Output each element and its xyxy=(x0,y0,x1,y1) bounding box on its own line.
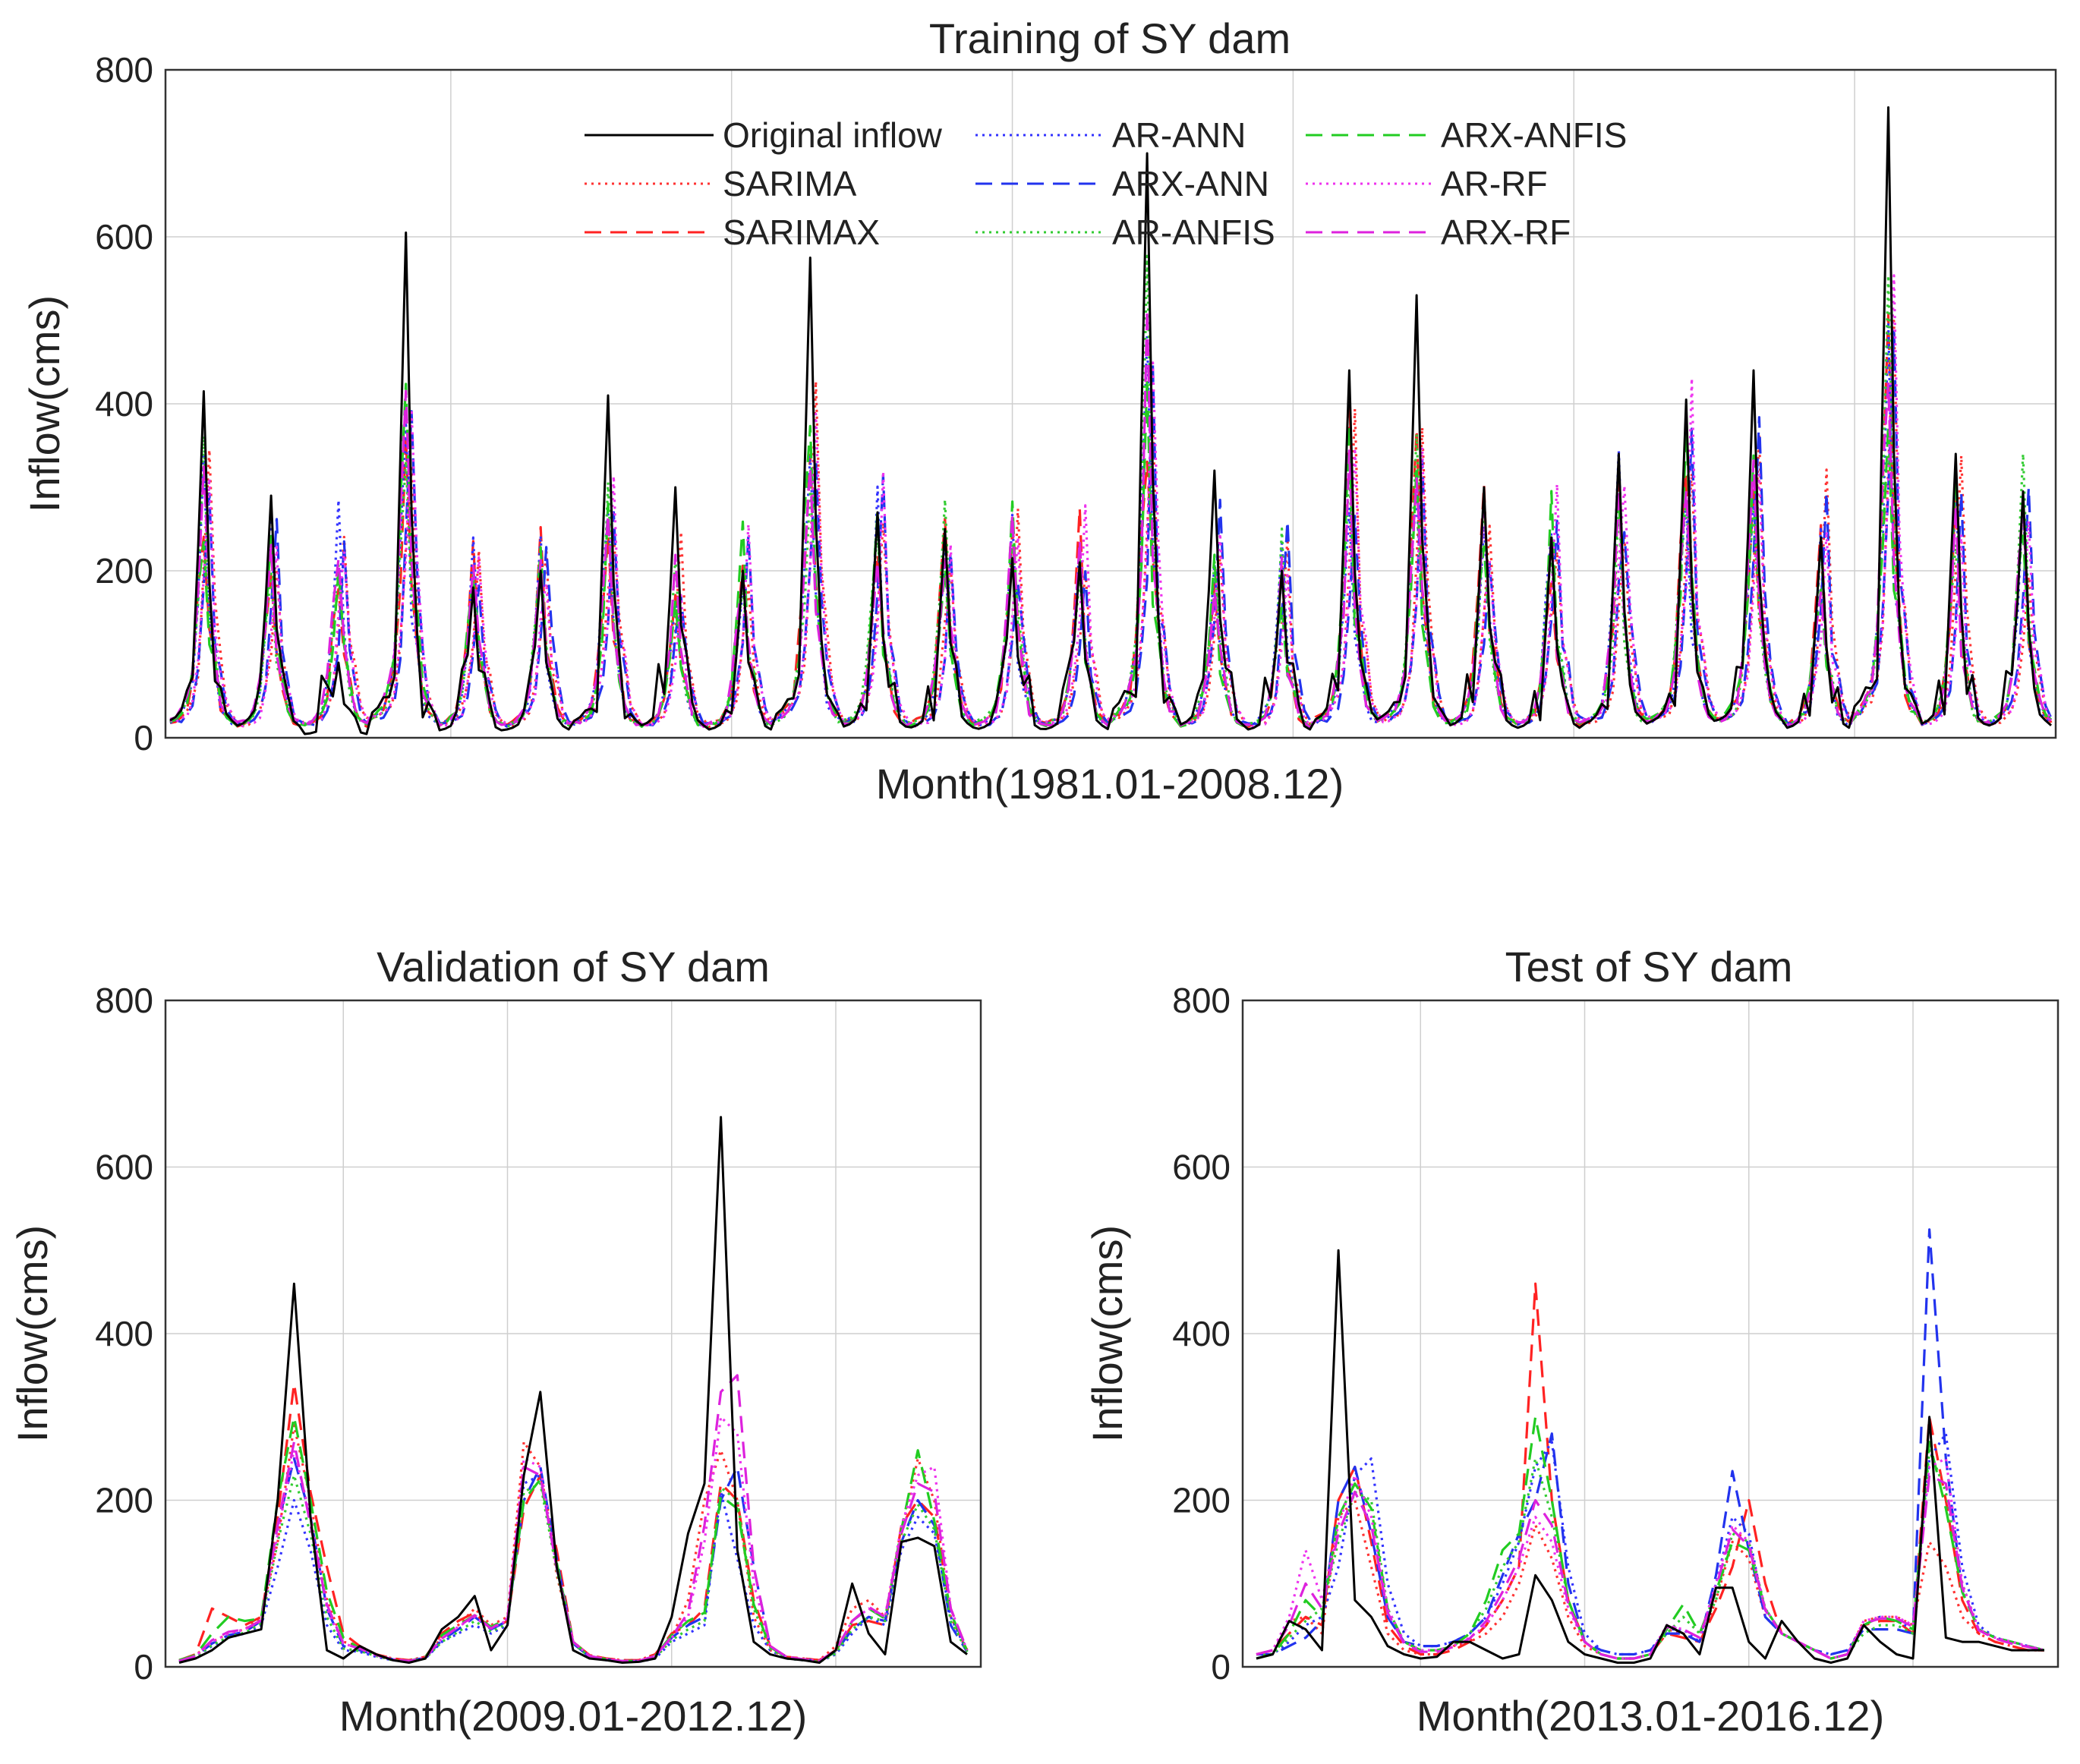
legend-entry-ar-anfis: AR-ANFIS xyxy=(975,213,1275,252)
legend-entry-sarimax: SARIMAX xyxy=(585,213,880,252)
y-tick-label: 800 xyxy=(95,50,153,90)
series-line-original-inflow xyxy=(1256,1249,2044,1664)
legend-entry-ar-ann: AR-ANN xyxy=(975,115,1246,155)
series-line-ar-anfis xyxy=(1256,1449,2045,1660)
series-line-arx-rf xyxy=(178,1374,969,1662)
validation-chart: Validation of SY dam 0 200 400 600 800 Month… xyxy=(8,943,982,1740)
legend-entry-arx-rf: ARX-RF xyxy=(1306,213,1571,252)
legend-label: AR-ANFIS xyxy=(1112,213,1275,252)
gridlines xyxy=(1243,1000,2058,1668)
plot-frame xyxy=(1241,999,2060,1668)
y-tick-label: 600 xyxy=(95,217,153,257)
y-tick-label: 800 xyxy=(1172,981,1231,1020)
y-axis-label: Inflow(cms) xyxy=(8,1225,56,1442)
legend-label: ARX-ANN xyxy=(1112,164,1269,203)
series-line-original-inflow xyxy=(178,1116,968,1664)
legend-label: ARX-RF xyxy=(1441,213,1571,252)
test-chart: Test of SY dam 0 200 400 600 800 Month(2013.… xyxy=(1083,943,2060,1740)
x-axis-label: Month(1981.01-2008.12) xyxy=(876,760,1344,808)
y-axis-label: Inflow(cms) xyxy=(20,295,68,512)
legend-entry-arx-ann: ARX-ANN xyxy=(975,164,1269,203)
y-axis-label: Inflow(cms) xyxy=(1083,1225,1131,1442)
series-group xyxy=(178,1116,969,1664)
chart-title: Validation of SY dam xyxy=(377,943,770,991)
y-tick-label: 400 xyxy=(95,1314,153,1353)
x-axis-label: Month(2013.01-2016.12) xyxy=(1417,1692,1884,1740)
y-tick-label: 200 xyxy=(95,551,153,591)
series-line-ar-anfis xyxy=(178,1474,969,1663)
legend-entry-ar-rf: AR-RF xyxy=(1306,164,1548,203)
y-tick-label: 200 xyxy=(95,1481,153,1520)
y-tick-label: 600 xyxy=(1172,1148,1231,1187)
plot-frame xyxy=(164,999,982,1668)
y-tick-label: 400 xyxy=(1172,1314,1231,1353)
series-line-sarima xyxy=(169,320,2053,728)
legend-label: Original inflow xyxy=(723,115,943,155)
series-line-arx-rf xyxy=(1256,1474,2045,1660)
series-group xyxy=(169,106,2053,736)
y-tick-label: 800 xyxy=(95,981,153,1020)
legend-entry-original-inflow: Original inflow xyxy=(585,115,943,155)
chart-title: Test of SY dam xyxy=(1505,943,1793,991)
y-tick-label: 200 xyxy=(1172,1481,1231,1520)
legend-label: AR-ANN xyxy=(1112,115,1246,155)
y-tick-label: 400 xyxy=(95,384,153,424)
series-group xyxy=(1256,1228,2045,1664)
legend-label: SARIMAX xyxy=(723,213,880,252)
legend-label: SARIMA xyxy=(723,164,857,203)
y-ticks: 0 200 400 600 800 xyxy=(1172,981,1231,1687)
plot-frame xyxy=(164,68,2057,739)
legend-entry-arx-anfis: ARX-ANFIS xyxy=(1306,115,1627,155)
chart-title: Training of SY dam xyxy=(929,14,1291,62)
x-axis-label: Month(2009.01-2012.12) xyxy=(339,1692,807,1740)
y-ticks: 0 200 400 600 800 xyxy=(95,981,153,1687)
y-tick-label: 0 xyxy=(134,1647,153,1687)
y-tick-label: 600 xyxy=(95,1148,153,1187)
y-ticks: 0 200 400 600 800 xyxy=(95,50,153,758)
legend-label: ARX-ANFIS xyxy=(1441,115,1627,155)
legend-label: AR-RF xyxy=(1441,164,1548,203)
legend: Original inflow SARIMA SARIMAX AR-ANN AR… xyxy=(585,115,1627,252)
legend-entry-sarima: SARIMA xyxy=(585,164,857,203)
y-tick-label: 0 xyxy=(134,718,153,758)
series-line-original-inflow xyxy=(169,106,2052,736)
y-tick-label: 0 xyxy=(1211,1647,1231,1687)
